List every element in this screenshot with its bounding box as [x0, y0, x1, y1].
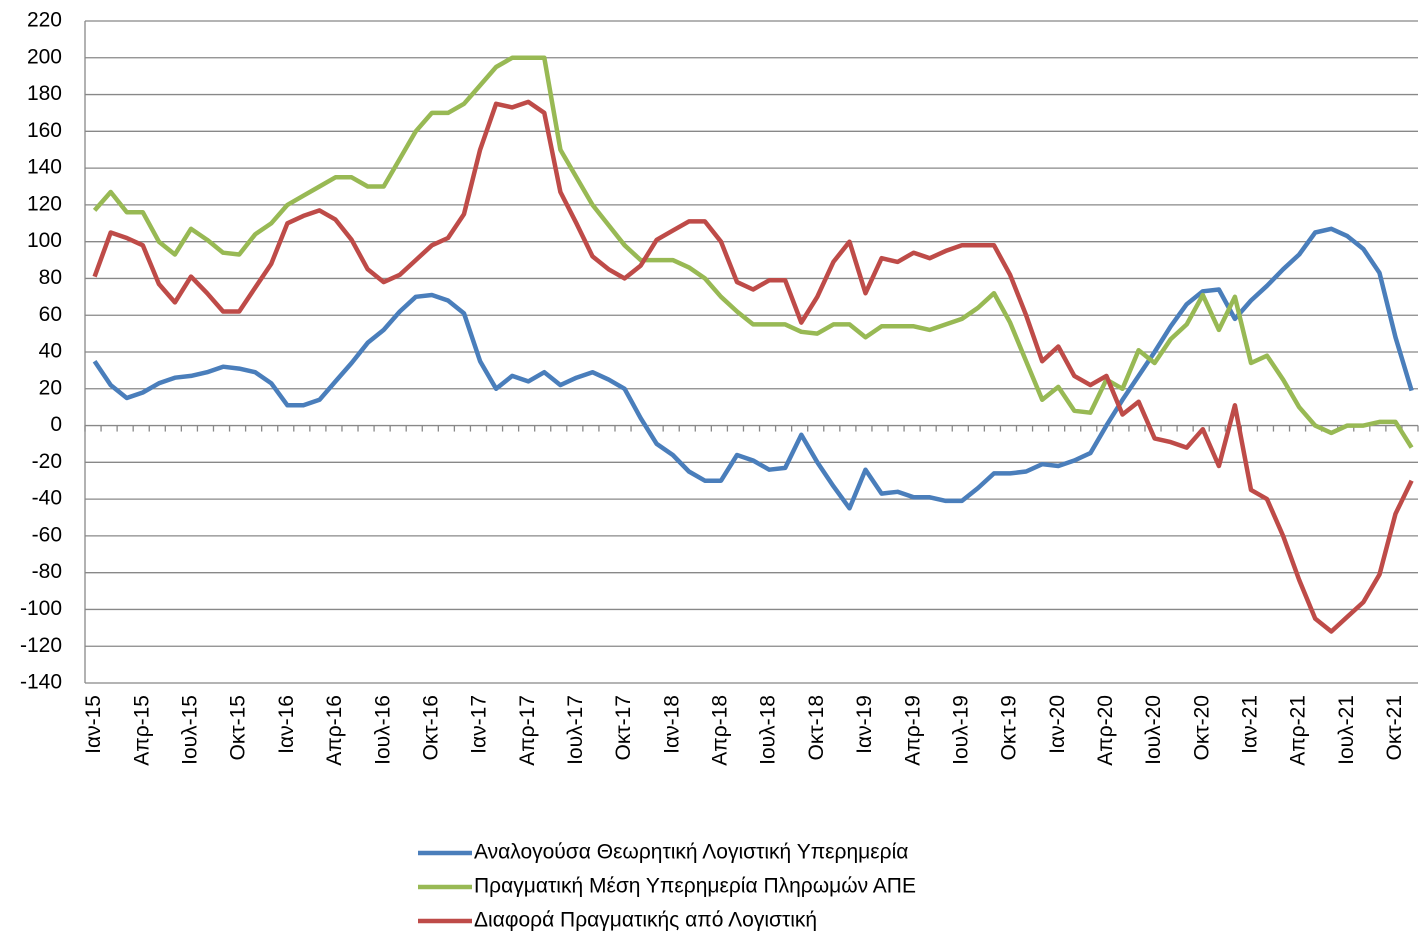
x-tick-label: Οκτ-20 [1190, 695, 1213, 760]
legend-item: Πραγματική Μέση Υπερημερία Πληρωμών ΑΠΕ [418, 875, 916, 898]
y-tick-label: 20 [39, 376, 62, 399]
x-tick-label: Ιαν-16 [275, 695, 298, 754]
x-tick-label: Οκτ-17 [612, 695, 635, 760]
y-tick-label: 40 [39, 340, 62, 363]
x-tick-label: Οκτ-19 [998, 695, 1021, 760]
x-tick-label: Απρ-19 [901, 695, 924, 766]
y-tick-label: 100 [27, 229, 62, 252]
y-tick-label: -60 [32, 523, 62, 546]
y-tick-label: 120 [27, 192, 62, 215]
y-tick-label: -40 [32, 487, 62, 510]
series-line [92, 55, 1414, 449]
series-line [92, 226, 1414, 511]
legend-item: Διαφορά Πραγματικής από Λογιστική [418, 909, 817, 932]
x-tick-label: Ιουλ-18 [757, 695, 780, 765]
x-tick-label: Οκτ-15 [227, 695, 250, 760]
y-tick-label: -20 [32, 450, 62, 473]
y-tick-label: 140 [27, 156, 62, 179]
x-tick-label: Απρ-18 [709, 695, 732, 766]
x-tick-label: Απρ-15 [130, 695, 153, 766]
x-tick-label: Ιαν-20 [1046, 695, 1069, 754]
y-tick-label: 60 [39, 303, 62, 326]
y-tick-label: 220 [27, 9, 62, 32]
x-tick-label: Ιουλ-17 [564, 695, 587, 765]
x-tick-label: Ιαν-18 [660, 695, 683, 754]
x-tick-label: Απρ-17 [516, 695, 539, 766]
y-tick-label: -120 [20, 634, 62, 657]
y-tick-label: -140 [20, 671, 62, 694]
x-tick-label: Απρ-16 [323, 695, 346, 766]
legend-label: Πραγματική Μέση Υπερημερία Πληρωμών ΑΠΕ [474, 875, 916, 898]
x-tick-label: Ιουλ-16 [371, 695, 394, 765]
y-tick-label: -80 [32, 560, 62, 583]
y-tick-label: -100 [20, 597, 62, 620]
x-tick-label: Ιουλ-20 [1142, 695, 1165, 765]
legend-label: Αναλογούσα Θεωρητική Λογιστική Υπερημερί… [474, 841, 908, 864]
legend-label: Διαφορά Πραγματικής από Λογιστική [474, 909, 817, 932]
y-tick-label: 180 [27, 82, 62, 105]
y-tick-label: 0 [50, 413, 62, 436]
x-tick-label: Ιαν-17 [468, 695, 491, 754]
x-tick-label: Απρ-20 [1094, 695, 1117, 766]
legend-item: Αναλογούσα Θεωρητική Λογιστική Υπερημερί… [418, 841, 908, 864]
x-tick-label: Ιαν-21 [1239, 695, 1262, 754]
x-tick-label: Ιουλ-19 [949, 695, 972, 765]
x-tick-label: Απρ-21 [1287, 695, 1310, 766]
series-line [92, 99, 1414, 634]
x-tick-label: Οκτ-18 [805, 695, 828, 760]
x-tick-label: Ιουλ-15 [179, 695, 202, 765]
x-tick-label: Ιαν-15 [82, 695, 105, 754]
y-tick-label: 160 [27, 119, 62, 142]
x-tick-label: Οκτ-16 [419, 695, 442, 760]
x-tick-label: Οκτ-21 [1383, 695, 1406, 760]
x-tick-label: Ιουλ-21 [1335, 695, 1358, 765]
x-tick-label: Ιαν-19 [853, 695, 876, 754]
y-tick-label: 80 [39, 266, 62, 289]
y-tick-label: 200 [27, 45, 62, 68]
